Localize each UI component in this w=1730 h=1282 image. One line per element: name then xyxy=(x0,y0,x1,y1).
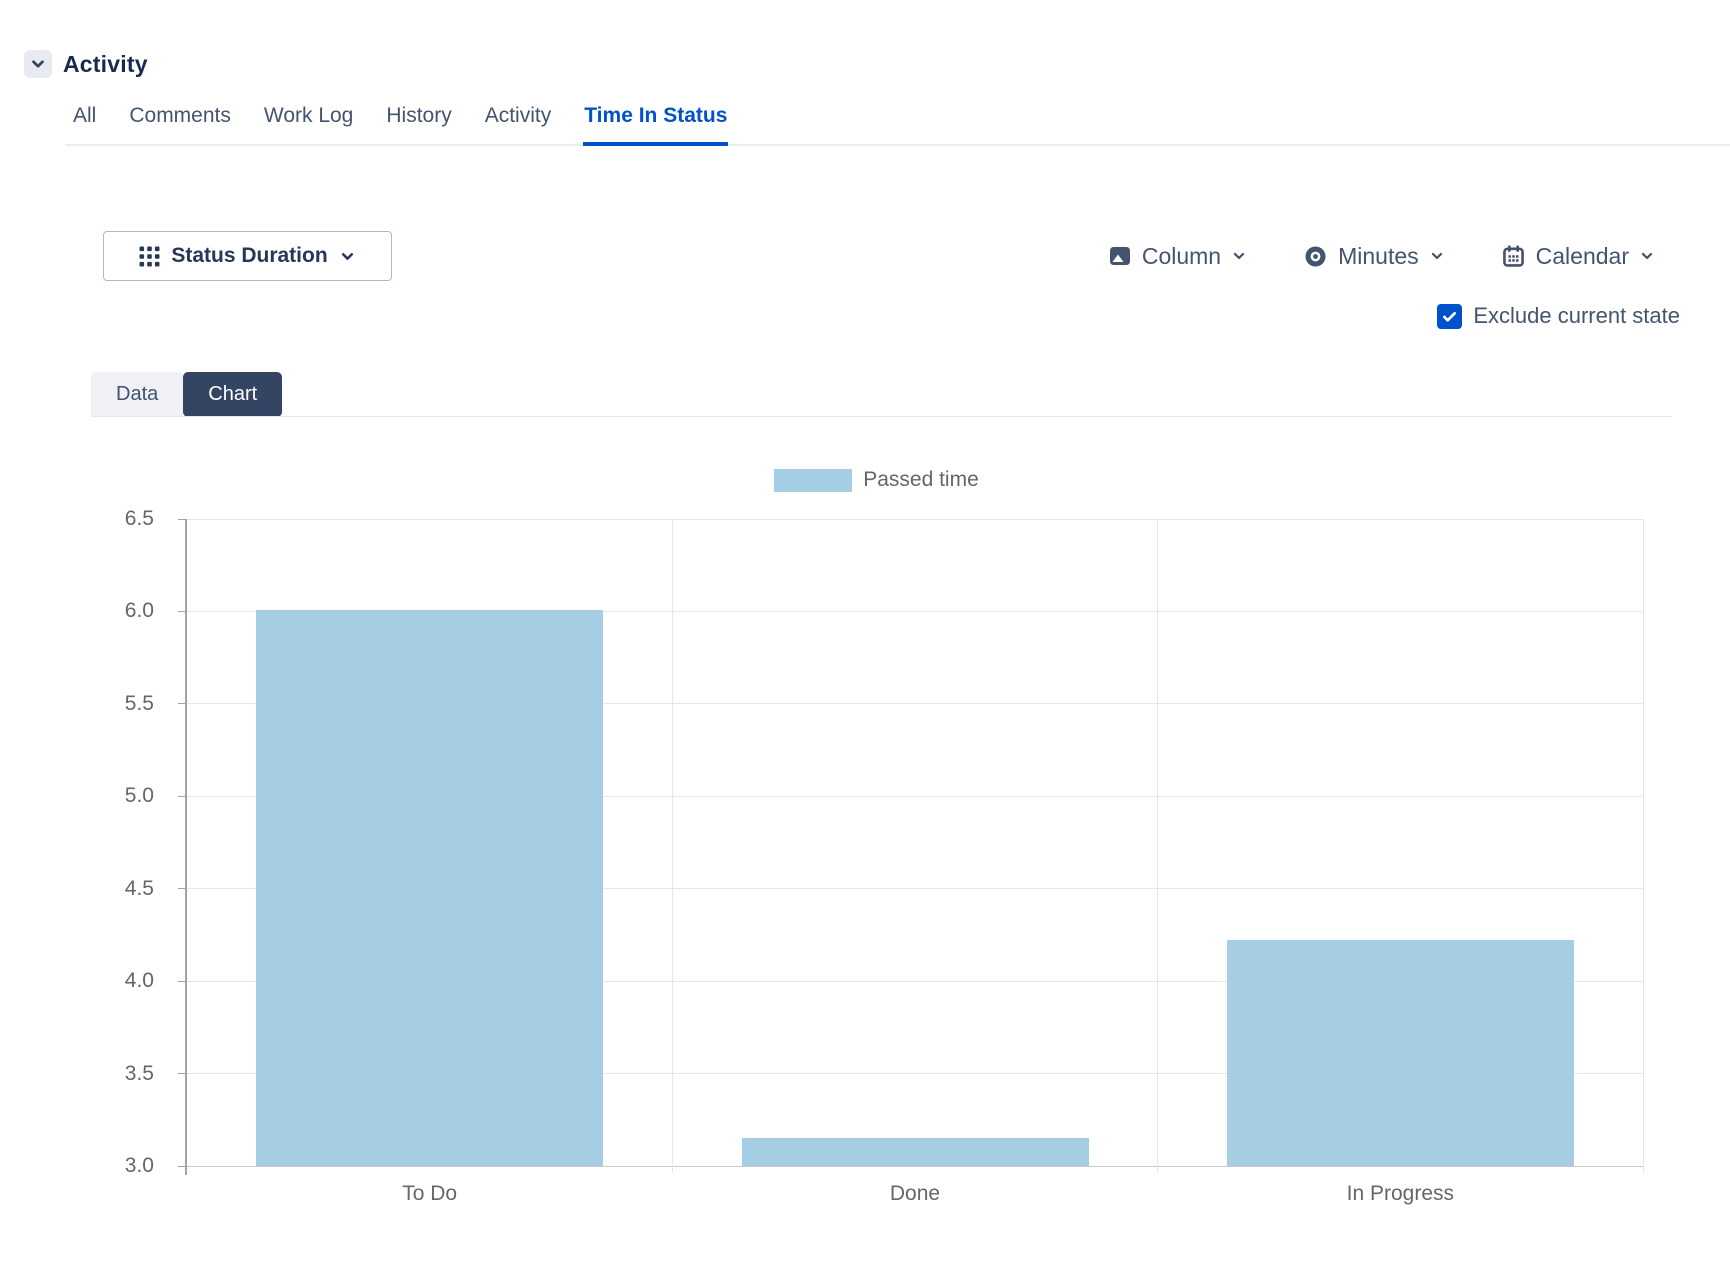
y-axis-tick xyxy=(178,703,185,705)
view-tab-data[interactable]: Data xyxy=(91,372,184,417)
y-axis-tick xyxy=(178,980,185,982)
tab-time-in-status[interactable]: Time In Status xyxy=(583,103,729,146)
tab-comments[interactable]: Comments xyxy=(128,103,232,146)
gridline-y xyxy=(187,703,1643,705)
y-axis-tick xyxy=(178,795,185,797)
chart-bar-done[interactable] xyxy=(741,1138,1089,1166)
calendar-dropdown[interactable]: Calendar xyxy=(1501,243,1655,270)
report-type-dropdown[interactable]: Status Duration xyxy=(103,231,392,281)
view-tabs-divider xyxy=(91,416,1672,417)
chart-bar-to-do[interactable] xyxy=(256,609,604,1166)
chart-bar-in-progress[interactable] xyxy=(1226,940,1574,1166)
x-axis-label-in-progress: In Progress xyxy=(1346,1182,1455,1205)
plot-area xyxy=(178,518,1644,1175)
y-axis-label: 6.5 xyxy=(124,507,154,530)
chart-legend[interactable]: Passed time xyxy=(110,467,1643,493)
y-axis-label: 4.0 xyxy=(124,969,154,993)
y-axis-line xyxy=(185,519,187,1175)
gridline-y xyxy=(187,1073,1643,1075)
y-axis-tick xyxy=(178,1165,185,1167)
eye-icon xyxy=(1303,244,1328,269)
chart-controls: Column Minutes Calendar xyxy=(1108,231,1655,281)
view-tabs: Data Chart xyxy=(91,372,283,417)
page-title: Activity xyxy=(63,50,148,77)
image-icon xyxy=(1108,244,1132,268)
y-axis-label: 5.0 xyxy=(124,784,154,808)
column-dropdown[interactable]: Column xyxy=(1108,243,1247,270)
minutes-dropdown[interactable]: Minutes xyxy=(1303,243,1445,270)
activity-collapse-button[interactable] xyxy=(24,50,52,78)
view-tab-chart[interactable]: Chart xyxy=(183,372,283,417)
calendar-dropdown-label: Calendar xyxy=(1535,242,1629,269)
y-axis-tick xyxy=(178,1073,185,1075)
y-axis-label: 3.5 xyxy=(124,1061,154,1085)
tab-history[interactable]: History xyxy=(385,103,452,146)
chevron-down-icon xyxy=(1429,248,1445,264)
gridline-y xyxy=(187,888,1643,890)
chevron-down-icon xyxy=(1231,248,1247,264)
activity-tabs: All Comments Work Log History Activity Time I… xyxy=(65,98,1730,146)
gridline-y xyxy=(187,610,1643,612)
exclude-current-state-label[interactable]: Exclude current state xyxy=(1473,303,1680,328)
legend-label: Passed time xyxy=(863,468,979,491)
y-axis-tick xyxy=(178,518,185,520)
tab-activity[interactable]: Activity xyxy=(484,103,553,146)
chevron-down-icon xyxy=(1639,248,1655,264)
y-axis-label: 3.0 xyxy=(124,1154,154,1177)
exclude-current-state-row: Exclude current state xyxy=(1437,303,1680,329)
y-axis-labels: 6.5 6.0 5.5 5.0 4.5 4.0 3.5 3.0 xyxy=(90,507,170,1177)
column-dropdown-label: Column xyxy=(1141,242,1222,269)
gridline-x xyxy=(671,519,673,1173)
minutes-dropdown-label: Minutes xyxy=(1338,242,1419,269)
grid-icon xyxy=(139,246,160,267)
y-axis-tick xyxy=(178,610,185,612)
x-axis-label-done: Done xyxy=(889,1182,941,1205)
legend-swatch xyxy=(774,468,853,492)
gridline-y xyxy=(187,1165,1643,1167)
chevron-down-icon xyxy=(339,248,356,265)
report-type-label: Status Duration xyxy=(171,244,328,267)
x-axis-labels: To Do Done In Progress xyxy=(187,1182,1643,1206)
activity-header: Activity xyxy=(24,50,148,78)
exclude-current-state-checkbox[interactable] xyxy=(1437,303,1463,329)
gridline-y xyxy=(187,518,1643,520)
gridline-y xyxy=(187,795,1643,797)
y-axis-label: 4.5 xyxy=(124,876,154,900)
y-axis-tick xyxy=(178,888,185,890)
tab-work-log[interactable]: Work Log xyxy=(263,103,355,146)
y-axis-label: 6.0 xyxy=(124,599,154,623)
gridline-y xyxy=(187,980,1643,982)
y-axis-label: 5.5 xyxy=(124,691,154,715)
x-axis-label-to-do: To Do xyxy=(402,1182,458,1205)
calendar-icon xyxy=(1501,244,1526,269)
gridline-x xyxy=(1642,519,1644,1173)
gridline-x xyxy=(1157,519,1159,1173)
tab-all[interactable]: All xyxy=(72,103,97,146)
chevron-down-icon xyxy=(29,55,47,73)
